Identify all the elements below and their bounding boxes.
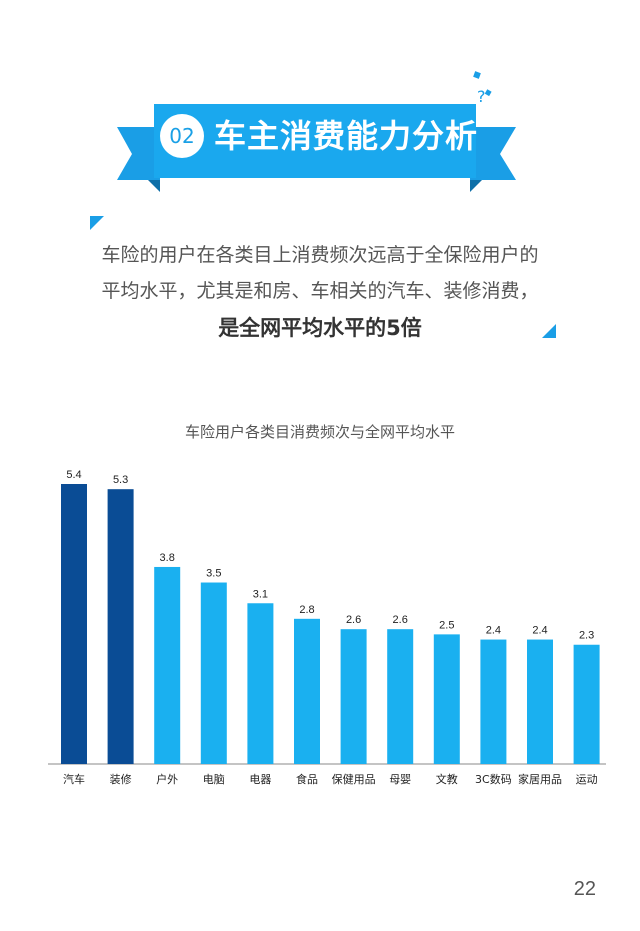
corner-accent-top-left [90,216,104,230]
bar-value-label: 3.1 [253,588,268,600]
category-label: 运动 [576,773,598,786]
chart-title: 车险用户各类目消费频次与全网平均水平 [184,423,455,441]
intro-line-1: 车险的用户在各类目上消费频次远高于全保险用户的 [101,244,539,266]
bar-value-label: 2.4 [486,625,501,637]
bar-7 [340,629,367,764]
svg-text:?: ? [477,87,486,106]
section-banner: ? 02 车主消费能力分析 [0,60,640,200]
bar-8 [387,629,414,764]
bar-11 [527,639,553,764]
category-label: 母婴 [389,773,411,786]
corner-accent-bottom-right [542,324,556,338]
bar-12 [573,644,600,764]
bar-value-label: 2.4 [532,625,547,637]
page-number: 22 [573,878,596,900]
category-label: 食品 [296,772,318,786]
category-label: 保健用品 [332,772,376,786]
category-label: 户外 [156,772,178,786]
bar-9 [433,634,460,764]
bar-value-label: 3.5 [206,568,221,580]
bar-5 [247,603,274,764]
category-label: 电脑 [203,773,225,786]
bar-value-label: 3.8 [160,552,175,564]
bar-value-label: 2.5 [439,619,454,631]
bar-4 [200,582,227,764]
intro-line-2: 平均水平，尤其是和房、车相关的汽车、装修消费， [101,280,539,302]
category-label: 汽车 [63,772,85,786]
bar-10 [480,639,507,764]
bar-value-label: 5.4 [66,469,81,481]
intro-line-3: 是全网平均水平的5倍 [218,316,422,340]
category-label: 装修 [110,772,132,786]
category-label: 家居用品 [518,772,562,786]
bar-value-label: 5.3 [113,474,128,486]
bar-value-label: 2.6 [346,614,361,626]
bar-3 [154,566,181,764]
bar-value-label: 2.3 [579,630,594,642]
bar-value-label: 2.8 [299,604,314,616]
bar-2 [107,489,134,764]
banner-ribbon: ? [117,71,516,192]
category-label: 文教 [436,772,458,786]
section-title: 车主消费能力分析 [214,117,479,155]
bar-value-label: 2.6 [393,614,408,626]
bar-1 [61,484,87,764]
bar-6 [294,618,320,764]
category-label: 电器 [249,773,271,786]
section-number-badge: 02 [160,114,204,158]
category-label: 3C数码 [475,773,512,786]
